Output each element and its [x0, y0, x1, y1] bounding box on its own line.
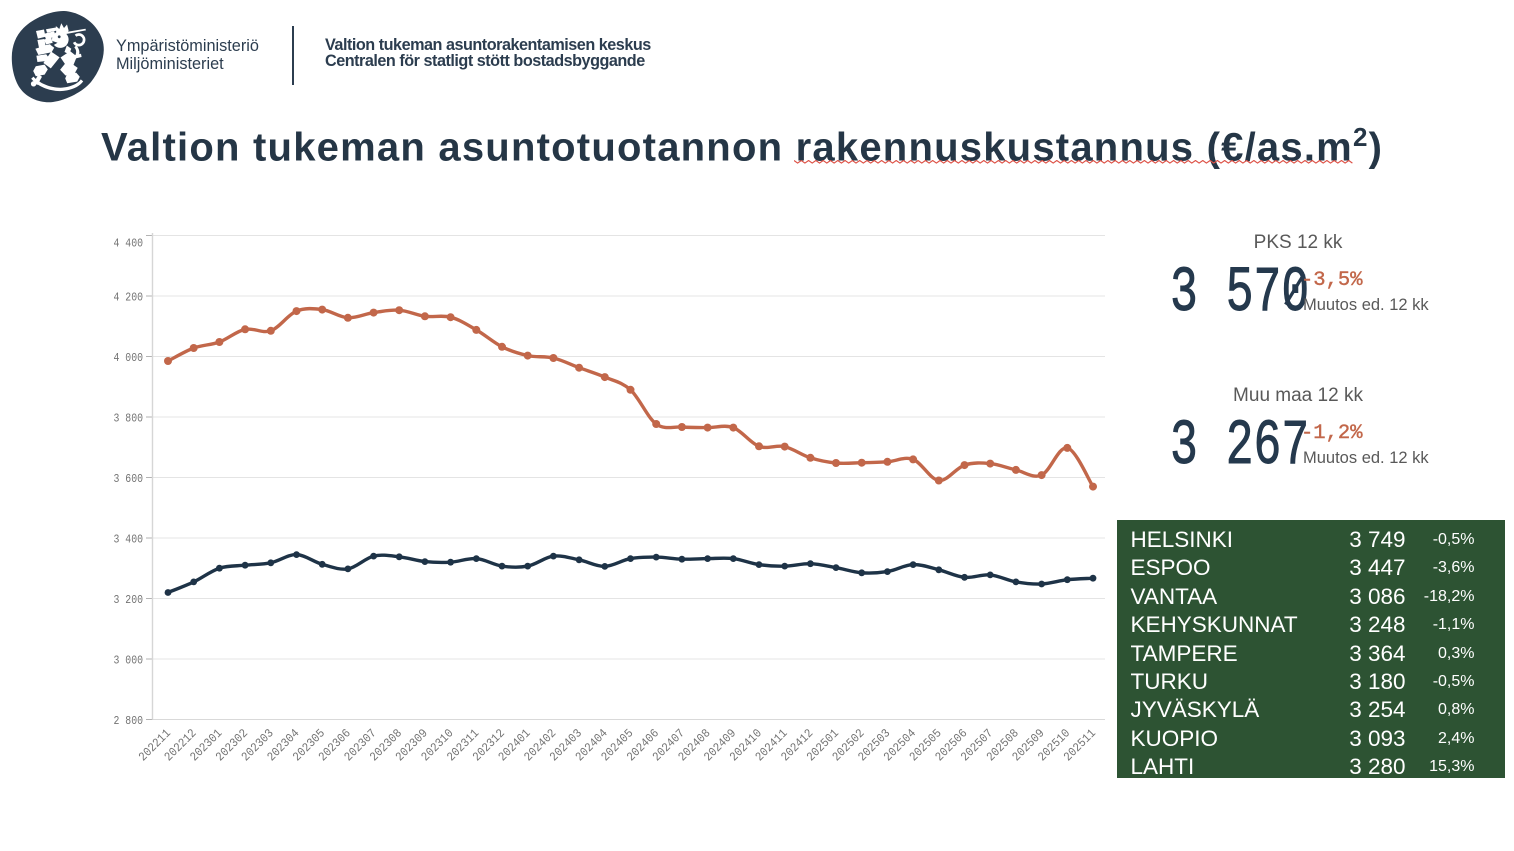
svg-text:2 800: 2 800	[114, 714, 144, 728]
svg-text:4 000: 4 000	[114, 351, 144, 365]
svg-text:3 200: 3 200	[114, 593, 144, 607]
svg-text:3 400: 3 400	[114, 533, 144, 547]
svg-text:3 600: 3 600	[114, 472, 144, 486]
svg-text:4 400: 4 400	[114, 237, 144, 251]
svg-text:3 800: 3 800	[114, 412, 144, 426]
svg-text:4 200: 4 200	[114, 291, 144, 305]
svg-text:3 000: 3 000	[114, 654, 144, 668]
